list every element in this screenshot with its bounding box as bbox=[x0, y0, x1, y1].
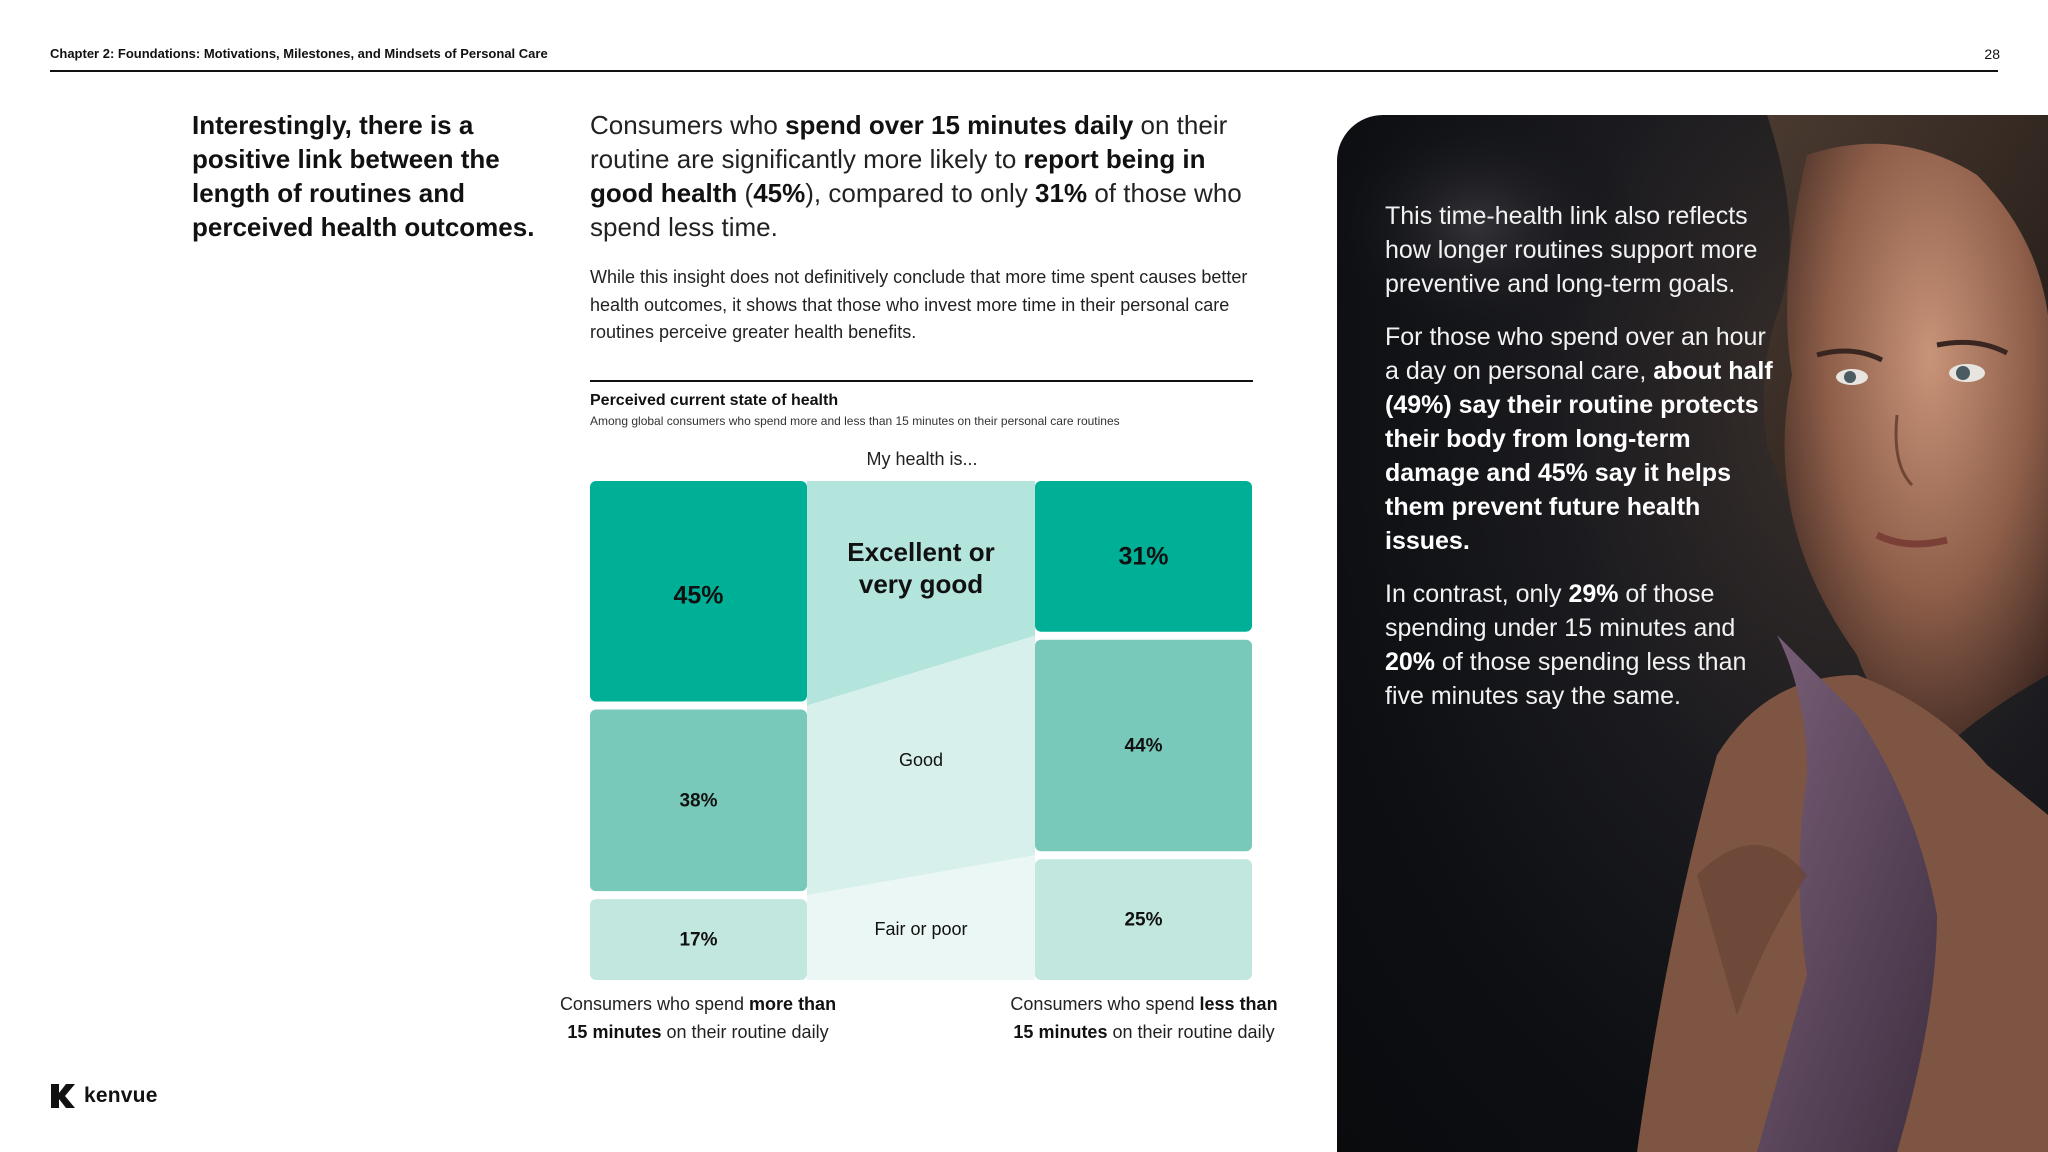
band-label: Good bbox=[899, 750, 943, 770]
bar-segment bbox=[1035, 859, 1252, 980]
photo-text: For those who spend over an hour a day o… bbox=[1385, 323, 1766, 385]
chart-title: Perceived current state of health bbox=[590, 392, 839, 409]
bar-value-label: 44% bbox=[1124, 735, 1162, 756]
photo-text: of those spending under 15 minutes and bbox=[1385, 580, 1736, 642]
lead-text: ( bbox=[737, 178, 754, 208]
photo-paragraph: This time-health link also reflects how … bbox=[1385, 202, 1758, 298]
band-fair-or-poor bbox=[807, 855, 1035, 980]
pull-quote: Interestingly, there is a positive link … bbox=[192, 110, 535, 242]
bar-segment bbox=[1035, 639, 1252, 852]
caption-less-than-15: Consumers who spend less than 15 minutes … bbox=[979, 990, 1309, 1046]
bar-segment bbox=[590, 899, 807, 980]
chapter-header: Chapter 2: Foundations: Motivations, Mil… bbox=[50, 46, 548, 61]
caption-emphasis: 15 minutes bbox=[567, 1022, 662, 1042]
bar-segment bbox=[1035, 481, 1252, 632]
caption-text: Consumers who spend bbox=[1010, 994, 1200, 1014]
photo-text: of those spending less than five minutes… bbox=[1385, 648, 1747, 710]
caption-emphasis: less than bbox=[1199, 994, 1278, 1014]
lead-emphasis: 45% bbox=[753, 178, 806, 208]
band-good bbox=[807, 635, 1035, 896]
kenvue-k-icon bbox=[51, 1084, 75, 1108]
photo-paragraph: For those who spend over an hour a day o… bbox=[1385, 320, 1785, 558]
caption-emphasis: more than bbox=[749, 994, 837, 1014]
photo-emphasis: 20% bbox=[1385, 648, 1436, 676]
photo-paragraph: In contrast, only 29% of those spending … bbox=[1385, 577, 1785, 713]
caption-more-than-15: Consumers who spend more than 15 minutes … bbox=[533, 990, 863, 1046]
chart-divider bbox=[590, 380, 1253, 382]
lead-text: Consumers who bbox=[590, 110, 786, 140]
photo-emphasis: about half (49%) say their routine prote… bbox=[1385, 357, 1773, 555]
lead-emphasis: spend over 15 minutes daily bbox=[785, 110, 1134, 140]
lead-text: on their routine are significantly more … bbox=[590, 110, 1228, 174]
body-paragraph: While this insight does not definitively… bbox=[590, 267, 1248, 342]
bar-segment bbox=[590, 481, 807, 702]
header-divider bbox=[50, 70, 1998, 72]
lead-emphasis: 31% bbox=[1035, 178, 1088, 208]
lead-text: of those who spend less time. bbox=[590, 178, 1242, 242]
photo-panel: This time-health link also reflects how … bbox=[1337, 115, 2048, 1152]
photo-text: In contrast, only bbox=[1385, 580, 1569, 608]
lead-text: ), compared to only bbox=[805, 178, 1036, 208]
lead-emphasis: report being in good health bbox=[590, 144, 1206, 208]
caption-text: on their routine daily bbox=[1107, 1022, 1275, 1042]
band-label: very good bbox=[859, 569, 983, 599]
band-excellent-or-very-good bbox=[807, 481, 1035, 706]
bar-value-label: 17% bbox=[679, 930, 717, 951]
page-number: 28 bbox=[1984, 46, 2000, 62]
band-label: Fair or poor bbox=[874, 919, 967, 939]
bar-segment bbox=[590, 709, 807, 892]
caption-emphasis: 15 minutes bbox=[1013, 1022, 1108, 1042]
photo-emphasis: 29% bbox=[1568, 580, 1619, 608]
caption-text: Consumers who spend bbox=[559, 994, 750, 1014]
kenvue-logo: kenvue bbox=[50, 1083, 158, 1109]
chart-axis-label: My health is... bbox=[866, 449, 978, 469]
woman-portrait-image bbox=[1337, 115, 2048, 1152]
kenvue-wordmark: kenvue bbox=[84, 1084, 158, 1107]
photo-overlay-text: This time-health link also reflects how … bbox=[1385, 199, 1785, 732]
lead-paragraph: Consumers who spend over 15 minutes dail… bbox=[590, 108, 1270, 244]
bar-value-label: 38% bbox=[679, 790, 717, 811]
bar-value-label: 31% bbox=[1118, 542, 1168, 570]
bar-value-label: 25% bbox=[1124, 910, 1162, 931]
bar-value-label: 45% bbox=[673, 582, 723, 610]
chart-subtitle: Among global consumers who spend more an… bbox=[590, 414, 1120, 428]
caption-text: on their routine daily bbox=[661, 1022, 829, 1042]
band-label: Excellent or bbox=[847, 537, 994, 567]
